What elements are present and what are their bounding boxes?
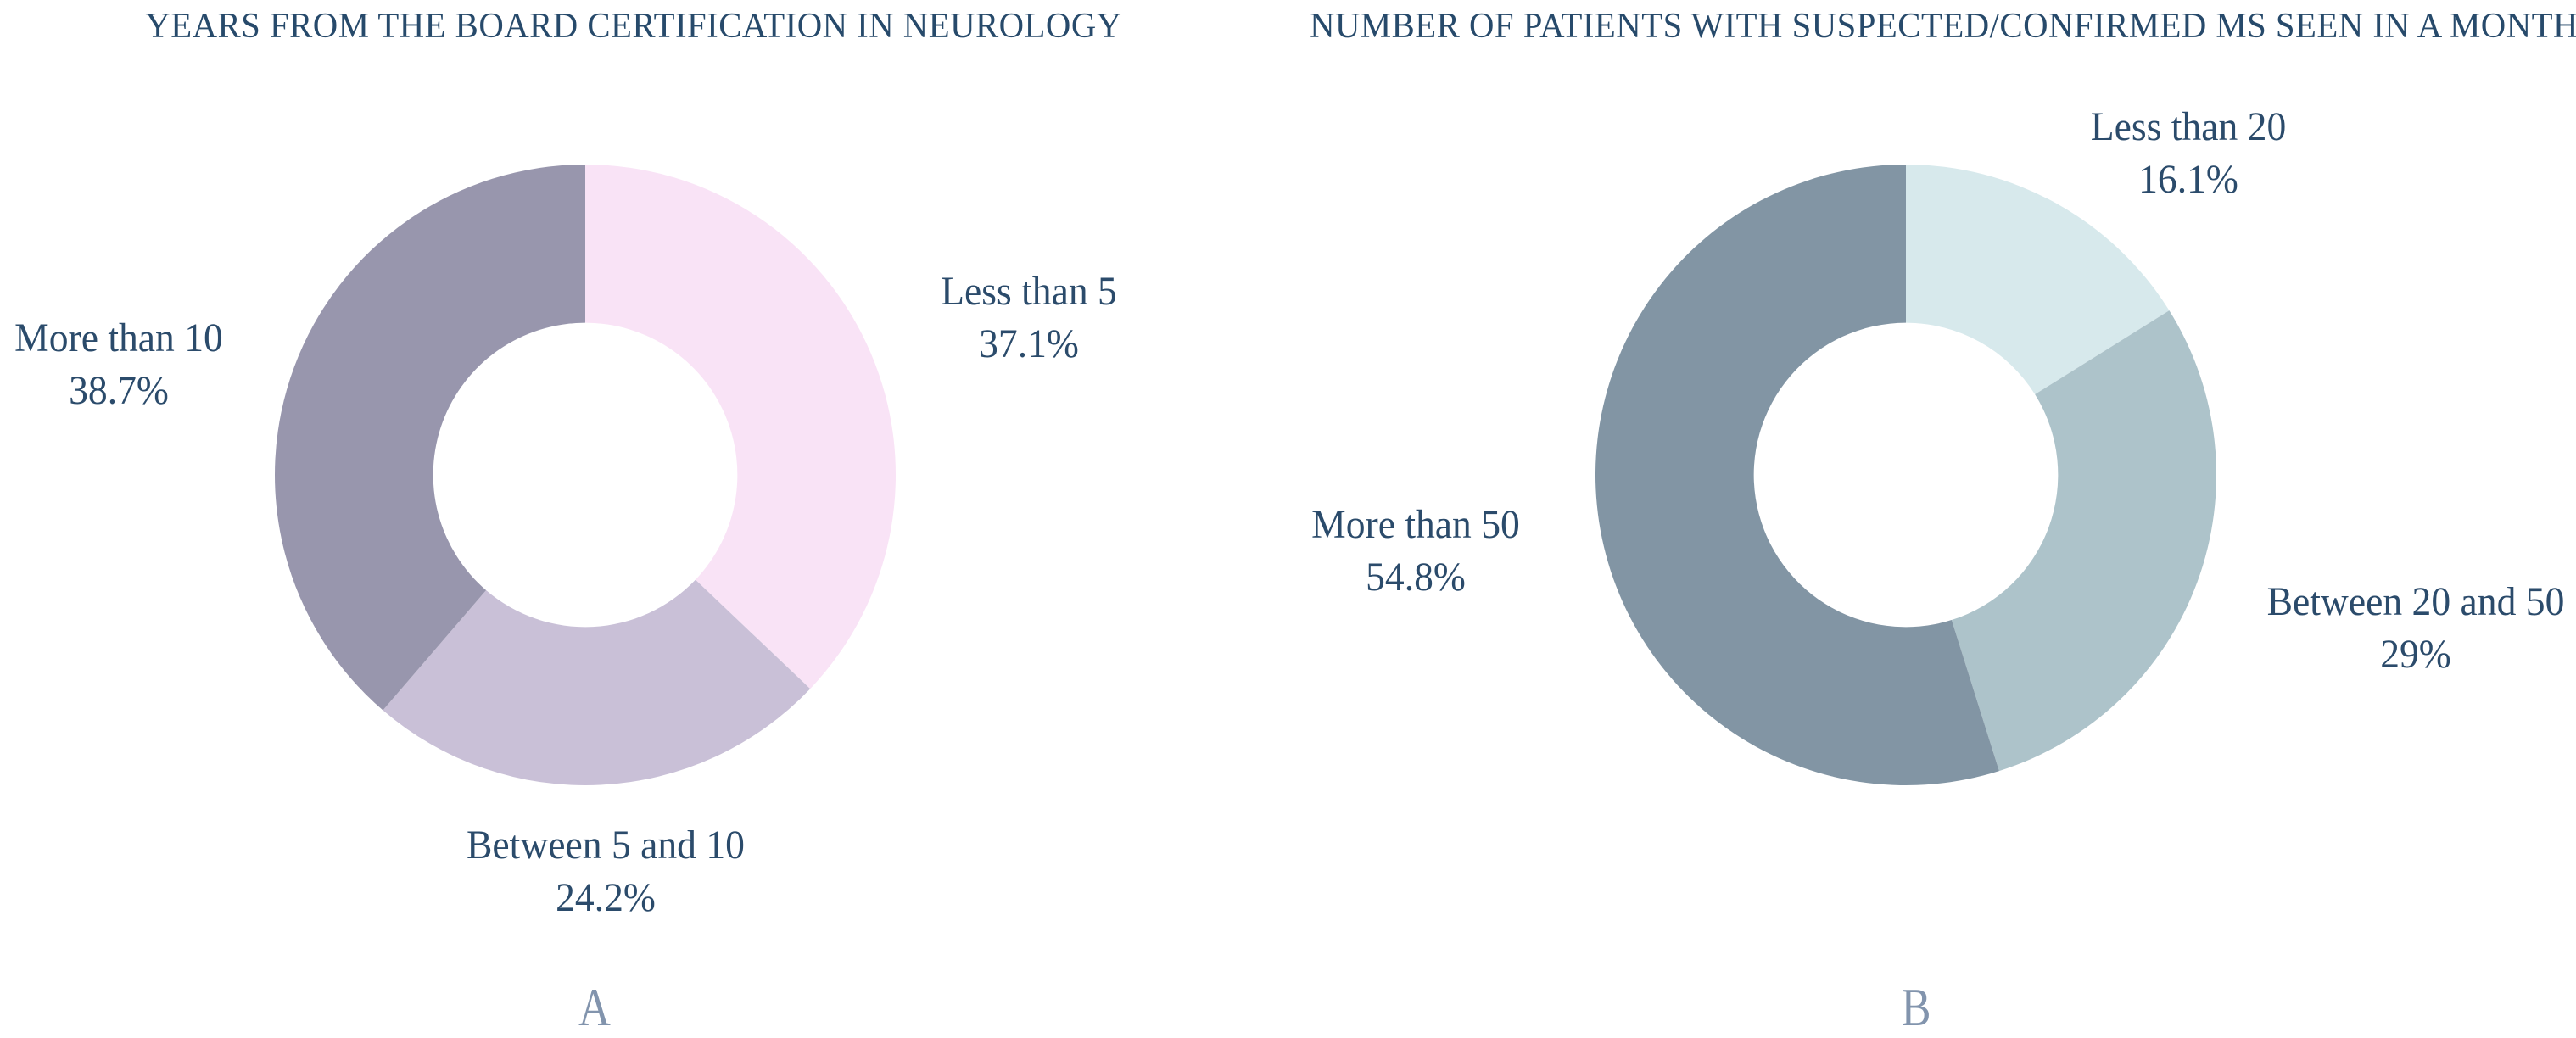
- slice-label-more-than-10: More than 10 38.7%: [14, 312, 223, 417]
- donut-chart-b: [1595, 165, 2216, 785]
- pie-slice-between-5-and-10: [383, 579, 811, 785]
- slice-label-more-than-50: More than 50 54.8%: [1311, 499, 1520, 604]
- slice-label-name: Less than 20: [2090, 104, 2287, 149]
- slice-label-less-than-20: Less than 20 16.1%: [2091, 101, 2286, 206]
- panel-letter-b: B: [1901, 977, 1931, 1037]
- slice-label-percent: 29%: [2380, 632, 2451, 677]
- pie-slice-between-20-and-50: [1951, 310, 2216, 772]
- slice-label-percent: 38.7%: [69, 368, 169, 413]
- pie-slice-less-than-5: [585, 165, 897, 689]
- donut-chart-a: [275, 165, 897, 785]
- slice-label-between-5-and-10: Between 5 and 10 24.2%: [467, 819, 745, 924]
- slice-label-between-20-and-50: Between 20 and 50 29%: [2267, 576, 2565, 681]
- pie-slice-more-than-10: [275, 165, 585, 711]
- slice-label-percent: 54.8%: [1366, 555, 1466, 600]
- chart-b-title: NUMBER OF PATIENTS WITH SUSPECTED/CONFIR…: [1310, 7, 2576, 46]
- slice-label-name: More than 50: [1311, 502, 1520, 547]
- slice-label-name: More than 10: [14, 315, 223, 360]
- chart-a-title: YEARS FROM THE BOARD CERTIFICATION IN NE…: [145, 7, 1122, 46]
- slice-label-less-than-5: Less than 5 37.1%: [941, 265, 1117, 371]
- pie-slice-less-than-20: [1906, 165, 2170, 395]
- slice-label-name: Between 5 and 10: [467, 823, 745, 868]
- pie-slice-more-than-50: [1595, 165, 1999, 785]
- slice-label-name: Less than 5: [941, 269, 1117, 314]
- slice-label-percent: 16.1%: [2138, 157, 2238, 202]
- slice-label-percent: 37.1%: [979, 321, 1079, 366]
- slice-label-name: Between 20 and 50: [2266, 579, 2565, 624]
- slice-label-percent: 24.2%: [556, 875, 656, 920]
- panel-letter-a: A: [578, 977, 611, 1037]
